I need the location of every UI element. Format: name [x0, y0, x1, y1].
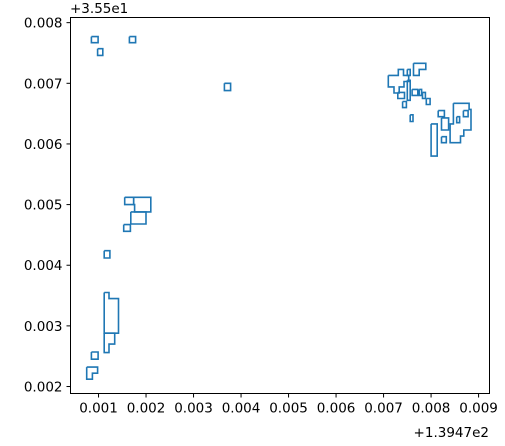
y-tick-label-3: 0.005 — [24, 198, 63, 214]
x-tick-label-4: 0.005 — [269, 401, 308, 417]
x-offset-label: +1.3947e2 — [414, 425, 489, 441]
contour-line-26 — [103, 249, 111, 259]
contour-line-4 — [387, 68, 410, 94]
contour-line-28 — [103, 332, 116, 354]
y-offset-label: +3.55e1 — [70, 1, 128, 17]
y-tick-label-0: 0.002 — [24, 380, 63, 396]
x-tick-label-2: 0.003 — [174, 401, 213, 417]
contour-line-13 — [401, 100, 408, 109]
contour-line-12 — [425, 97, 431, 106]
contour-line-19 — [449, 102, 472, 144]
y-tick-label-1: 0.003 — [24, 319, 63, 335]
contour-line-0 — [90, 35, 99, 44]
y-axis: 0.002 0.003 0.004 0.005 0.006 0.007 0.008 — [24, 16, 71, 396]
y-tick-label-5: 0.007 — [24, 76, 63, 92]
y-tick-label-6: 0.008 — [24, 16, 63, 32]
contour-line-14 — [409, 114, 414, 123]
plot-frame — [70, 17, 490, 394]
contour-line-10 — [418, 88, 423, 97]
contour-line-5 — [406, 68, 412, 77]
contour-layer — [85, 35, 472, 381]
x-tick-label-5: 0.006 — [317, 401, 356, 417]
contour-line-21 — [462, 109, 469, 118]
contour-line-18 — [440, 135, 448, 144]
contour-line-3 — [223, 82, 232, 92]
contour-line-1 — [128, 35, 137, 44]
contour-line-15 — [430, 123, 439, 157]
contour-line-20 — [455, 115, 461, 124]
x-tick-label-7: 0.008 — [412, 401, 451, 417]
contour-line-17 — [440, 117, 450, 131]
y-tick-label-4: 0.006 — [24, 137, 63, 153]
x-tick-label-8: 0.009 — [459, 401, 498, 417]
contour-line-2 — [96, 47, 104, 57]
contour-line-8 — [406, 79, 412, 102]
x-tick-label-0: 0.001 — [79, 401, 118, 417]
x-tick-label-1: 0.002 — [127, 401, 166, 417]
contour-line-16 — [437, 109, 446, 118]
contour-line-9 — [411, 88, 419, 97]
contour-line-6 — [412, 62, 427, 77]
contour-line-25 — [122, 223, 132, 233]
x-axis: 0.001 0.002 0.003 0.004 0.005 0.006 0.007 0.008… — [79, 393, 498, 417]
contour-line-11 — [421, 91, 427, 100]
y-tick-label-2: 0.004 — [24, 258, 63, 274]
contour-line-29 — [90, 351, 99, 361]
contour-line-7 — [396, 91, 406, 100]
contour-line-30 — [85, 366, 99, 381]
contour-line-24 — [130, 211, 147, 225]
x-tick-label-3: 0.004 — [222, 401, 261, 417]
x-tick-label-6: 0.007 — [364, 401, 403, 417]
